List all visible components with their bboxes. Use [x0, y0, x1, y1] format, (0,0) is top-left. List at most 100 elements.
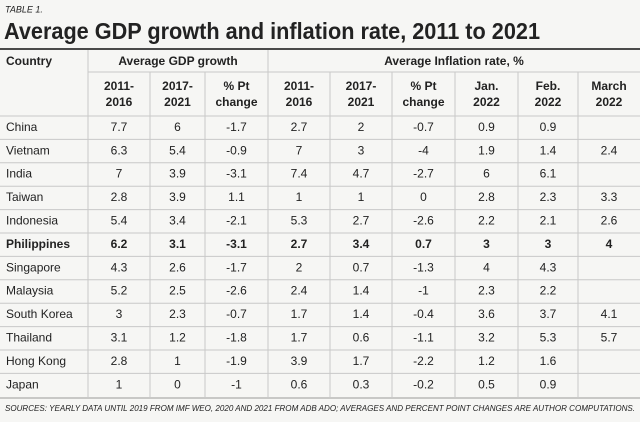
country-name: Malaysia [6, 284, 54, 298]
cell-value: -1.9 [226, 354, 247, 368]
column-header: 2011- [104, 79, 134, 93]
cell-value: 1.6 [540, 354, 557, 368]
cell-value: 3 [358, 143, 365, 157]
group-header: Average GDP growth [118, 54, 237, 68]
cell-value: 1.1 [228, 190, 245, 204]
column-header: Jan. [474, 79, 498, 93]
cell-value: 1.4 [353, 307, 370, 321]
cell-value: 6 [483, 167, 490, 181]
country-name: India [6, 167, 32, 181]
cell-value: 2.8 [478, 190, 495, 204]
cell-value: -0.2 [413, 377, 434, 391]
country-name: South Korea [6, 307, 73, 321]
cell-value: 0.3 [353, 377, 370, 391]
column-header: Feb. [536, 79, 561, 93]
column-header: 2011- [284, 79, 314, 93]
cell-value: 2.1 [540, 213, 557, 227]
column-header: March [591, 79, 626, 93]
cell-value: 0.5 [478, 377, 495, 391]
cell-value: 2.8 [111, 190, 128, 204]
cell-value: 2 [358, 120, 365, 134]
cell-value: 3.9 [169, 190, 186, 204]
cell-value: 0.9 [540, 377, 557, 391]
cell-value: 5.4 [111, 213, 128, 227]
cell-value: 2 [296, 260, 303, 274]
cell-value: 2.3 [478, 284, 495, 298]
cell-value: 2.2 [478, 213, 495, 227]
cell-value: -3.1 [226, 237, 247, 251]
cell-value: -1.8 [226, 330, 247, 344]
cell-value: 4.1 [601, 307, 618, 321]
cell-value: -1.3 [413, 260, 434, 274]
cell-value: 3.4 [169, 213, 186, 227]
cell-value: 7 [296, 143, 303, 157]
cell-value: 3.6 [478, 307, 495, 321]
cell-value: 3.2 [478, 330, 495, 344]
cell-value: 3 [545, 237, 552, 251]
column-header: 2022 [473, 95, 500, 109]
country-name: Taiwan [6, 190, 43, 204]
cell-value: -0.7 [413, 120, 434, 134]
cell-value: 0.6 [291, 377, 308, 391]
cell-value: -4 [418, 143, 429, 157]
cell-value: 2.5 [169, 284, 186, 298]
country-name: Vietnam [6, 143, 50, 157]
cell-value: 3.9 [291, 354, 308, 368]
cell-value: 6.3 [111, 143, 128, 157]
cell-value: -1.7 [226, 120, 247, 134]
column-header: 2022 [596, 95, 623, 109]
cell-value: 1.9 [478, 143, 495, 157]
country-name: Indonesia [6, 213, 58, 227]
country-name: China [6, 120, 38, 134]
column-header: 2022 [535, 95, 562, 109]
cell-value: -2.2 [413, 354, 434, 368]
column-header: 2016 [106, 95, 133, 109]
cell-value: 1.4 [353, 284, 370, 298]
cell-value: 2.6 [601, 213, 618, 227]
cell-value: 2.2 [540, 284, 557, 298]
column-header: 2021 [348, 95, 375, 109]
country-name: Philippines [6, 237, 70, 251]
cell-value: 3 [116, 307, 123, 321]
column-header: % Pt [223, 79, 249, 93]
cell-value: -0.7 [226, 307, 247, 321]
cell-value: 3.4 [353, 237, 370, 251]
cell-value: 2.7 [291, 237, 308, 251]
cell-value: 1.2 [478, 354, 495, 368]
cell-value: 7.7 [111, 120, 128, 134]
cell-value: -1 [231, 377, 242, 391]
cell-value: 1.4 [540, 143, 557, 157]
cell-value: 4 [606, 237, 613, 251]
cell-value: -2.1 [226, 213, 247, 227]
country-name: Thailand [6, 330, 52, 344]
cell-value: -3.1 [226, 167, 247, 181]
cell-value: 3.7 [540, 307, 557, 321]
cell-value: 4.3 [111, 260, 128, 274]
cell-value: 2.6 [169, 260, 186, 274]
cell-value: -1.7 [226, 260, 247, 274]
title: Average GDP growth and inflation rate, 2… [4, 18, 540, 44]
cell-value: 0 [174, 377, 181, 391]
cell-value: -0.9 [226, 143, 247, 157]
cell-value: 0.9 [478, 120, 495, 134]
cell-value: 1.2 [169, 330, 186, 344]
cell-value: -2.6 [226, 284, 247, 298]
source-note: SOURCES: YEARLY DATA UNTIL 2019 FROM IMF… [5, 403, 635, 413]
column-header: 2021 [164, 95, 191, 109]
cell-value: 1 [116, 377, 123, 391]
cell-value: 6 [174, 120, 181, 134]
column-header: change [402, 95, 444, 109]
cell-value: 6.1 [540, 167, 557, 181]
cell-value: 4.3 [540, 260, 557, 274]
cell-value: 7.4 [291, 167, 308, 181]
country-header: Country [6, 54, 52, 68]
cell-value: 2.4 [291, 284, 308, 298]
cell-value: 5.7 [601, 330, 618, 344]
cell-value: 2.7 [291, 120, 308, 134]
cell-value: -1 [418, 284, 429, 298]
column-header: 2017- [162, 79, 193, 93]
cell-value: 2.3 [169, 307, 186, 321]
cell-value: 3.9 [169, 167, 186, 181]
